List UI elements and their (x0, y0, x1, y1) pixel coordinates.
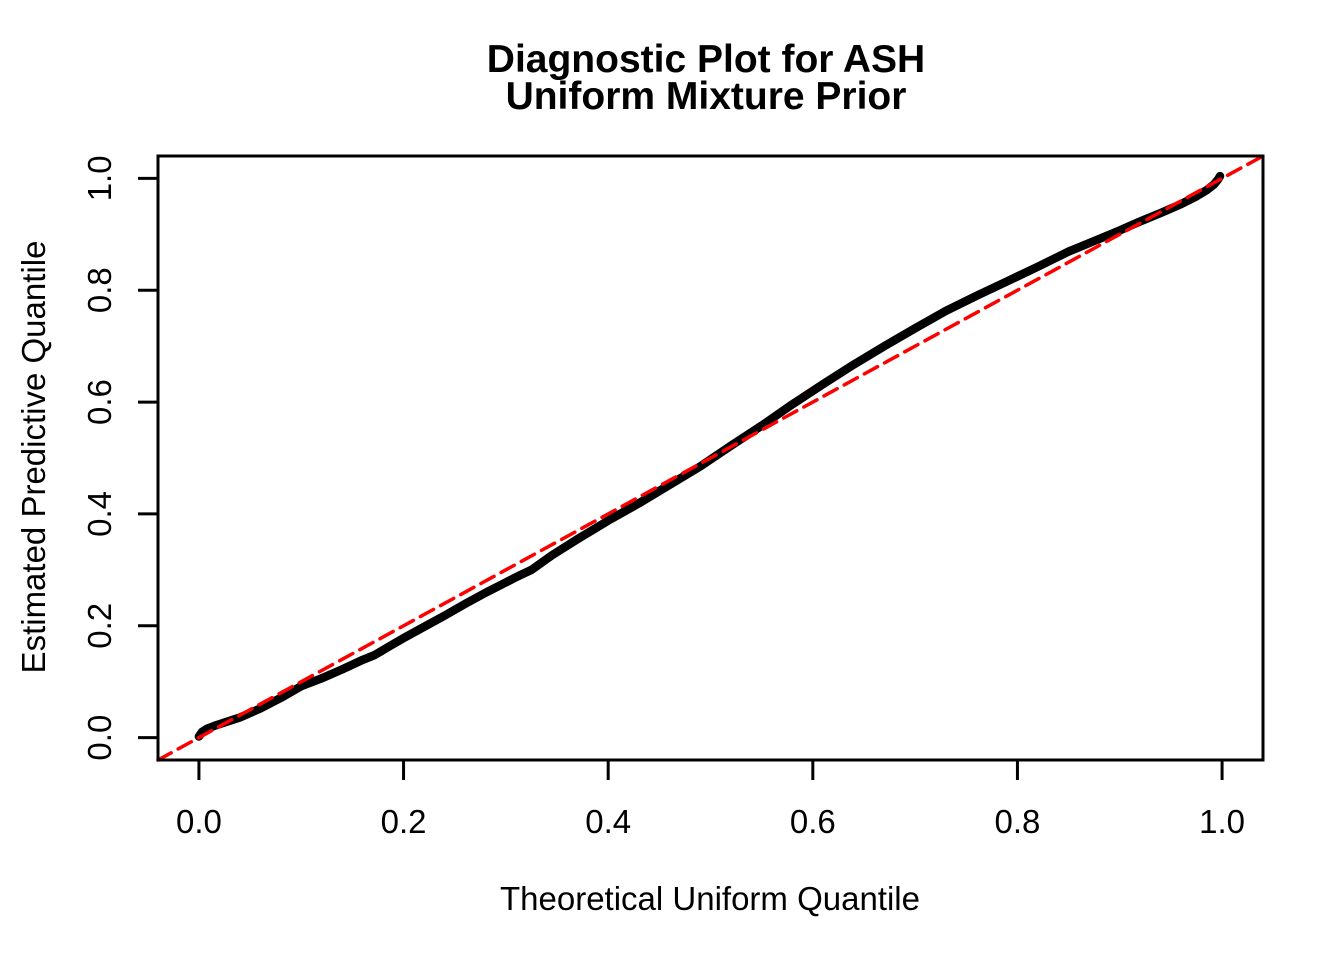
x-tick-label: 0.6 (790, 803, 836, 840)
y-tick-label: 0.0 (81, 715, 118, 761)
y-tick-label: 0.4 (81, 491, 118, 537)
x-tick-label: 0.4 (585, 803, 631, 840)
x-tick-label: 0.0 (176, 803, 222, 840)
estimated-predictive-quantiles (194, 171, 1225, 741)
x-tick-label: 0.2 (381, 803, 427, 840)
y-tick-label: 0.6 (81, 379, 118, 425)
chart-title-line-1: Diagnostic Plot for ASH (487, 38, 925, 81)
ticks-layer: 0.0 0.2 0.4 0.6 0.8 1.0 0.0 0.2 0.4 0.6 0.8 1.0 (81, 155, 1245, 840)
chart-title-line-2: Uniform Mixture Prior (506, 75, 907, 118)
y-axis-label: Estimated Predictive Quantile (15, 241, 52, 674)
y-tick-label: 0.8 (81, 267, 118, 313)
x-tick-label: 1.0 (1199, 803, 1245, 840)
reference-diagonal-y-equals-x (156, 154, 1265, 762)
series-layer (156, 154, 1265, 762)
y-tick-label: 1.0 (81, 155, 118, 201)
x-tick-label: 0.8 (995, 803, 1041, 840)
plot-border-box (156, 154, 1265, 762)
y-tick-label: 0.2 (81, 603, 118, 649)
x-axis-label: Theoretical Uniform Quantile (500, 880, 920, 917)
